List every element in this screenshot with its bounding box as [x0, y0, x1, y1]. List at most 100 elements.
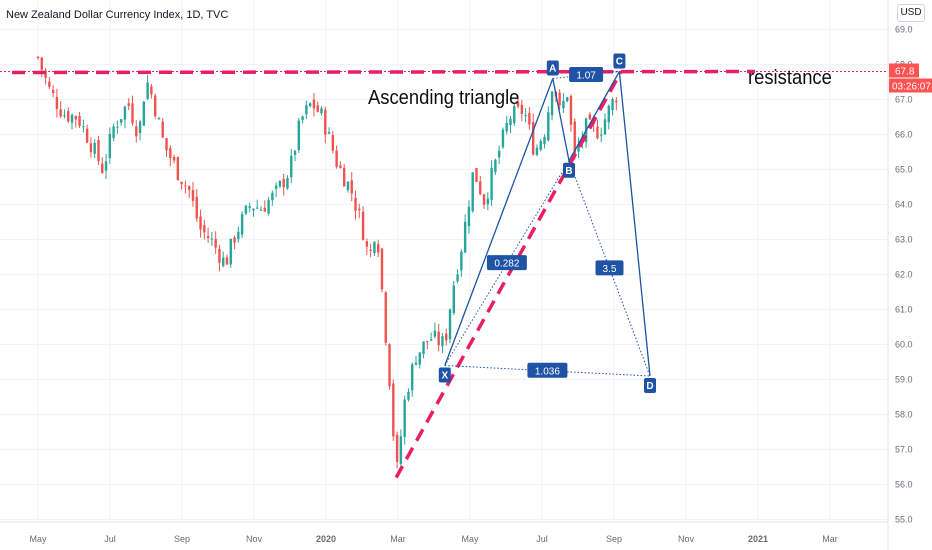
- candle-body: [418, 352, 421, 365]
- candle-body: [274, 185, 278, 189]
- candle-body: [131, 103, 134, 124]
- candle-body: [471, 172, 474, 212]
- ratio-label: 0.282: [494, 259, 519, 270]
- candle-body: [206, 236, 210, 239]
- candle-body: [308, 103, 312, 107]
- candle-body: [611, 99, 614, 111]
- y-tick-label: 63.0: [895, 235, 913, 245]
- candle-body: [293, 150, 297, 155]
- candle-body: [516, 101, 520, 107]
- candle-body: [399, 436, 403, 465]
- candle-body: [445, 333, 448, 341]
- candle-body: [172, 156, 176, 161]
- x-tick-label: 2021: [748, 534, 768, 544]
- candle-body: [191, 189, 195, 201]
- candle-body: [543, 136, 546, 145]
- candle-body: [180, 181, 183, 185]
- point-label: A: [549, 64, 556, 75]
- candle-body: [67, 111, 70, 122]
- candle-body: [89, 143, 93, 153]
- candle-body: [452, 285, 455, 314]
- candle-body: [358, 208, 361, 211]
- candle-body: [377, 244, 380, 253]
- time-axis-labels: May Jul Sep Nov 2020 Mar May Jul Sep Nov 2021 Mar: [29, 534, 837, 544]
- point-label: C: [616, 57, 623, 68]
- point-badge: [546, 60, 559, 76]
- candle-body: [475, 167, 478, 182]
- candle-body: [354, 197, 357, 211]
- candle-body: [411, 364, 414, 391]
- candle-body: [467, 206, 471, 227]
- candle-body: [63, 115, 66, 117]
- candle-body: [331, 134, 335, 151]
- ratio-badge: [595, 260, 624, 276]
- y-tick-label: 58.0: [895, 410, 913, 420]
- candle-body: [346, 181, 350, 190]
- candle-body: [210, 238, 214, 240]
- ratio-label: 1.036: [535, 366, 560, 377]
- candle-body: [184, 185, 187, 187]
- point-label: X: [441, 371, 448, 382]
- candle-body: [51, 89, 55, 94]
- candle-body: [463, 221, 467, 253]
- candle-body: [566, 97, 569, 102]
- candle-body: [588, 114, 592, 120]
- candle-body: [539, 141, 542, 150]
- candle-body: [104, 161, 108, 171]
- candle-body: [286, 178, 289, 189]
- candle-body: [169, 148, 172, 159]
- point-label: D: [646, 381, 653, 392]
- candle-body: [422, 341, 425, 354]
- candle-body: [48, 81, 51, 87]
- candle-body: [161, 121, 164, 138]
- candle-body: [603, 119, 607, 135]
- candle-body: [558, 92, 561, 106]
- candle-body: [78, 116, 81, 126]
- x-tick-label: Sep: [606, 534, 622, 544]
- candle-body: [214, 238, 217, 248]
- point-badge: [563, 162, 575, 178]
- candle-body: [441, 336, 444, 347]
- candle-body: [93, 143, 96, 154]
- candle-body: [482, 194, 486, 205]
- candle-body: [135, 126, 138, 137]
- candle-body: [361, 211, 365, 241]
- candle-body: [85, 128, 89, 143]
- y-tick-label: 60.0: [895, 340, 913, 350]
- candle-body: [486, 198, 490, 205]
- axes: [0, 0, 889, 550]
- candle-body: [271, 192, 274, 201]
- candle-body: [259, 209, 263, 211]
- y-tick-label: 66.0: [895, 130, 913, 140]
- candle-body: [256, 207, 259, 209]
- candle-body: [479, 181, 482, 195]
- x-tick-label: Mar: [390, 534, 406, 544]
- candle-body: [59, 109, 62, 117]
- countdown-value: 03:26:07: [892, 82, 931, 93]
- x-tick-label: 2020: [316, 534, 336, 544]
- candle-body: [520, 104, 524, 115]
- candle-body: [596, 126, 599, 139]
- ratio-label: 3.5: [603, 264, 617, 275]
- candle-body: [233, 237, 236, 243]
- current-price-value: 67.8: [895, 67, 915, 78]
- candle-body: [55, 96, 59, 110]
- candle-body: [195, 196, 198, 219]
- candle-body: [513, 106, 516, 124]
- candle-body: [188, 186, 191, 190]
- candle-body: [244, 205, 248, 214]
- candle-body: [429, 339, 433, 341]
- x-tick-label: Nov: [678, 534, 695, 544]
- candle-body: [324, 109, 327, 135]
- candle-body: [157, 118, 161, 120]
- currency-button[interactable]: USD: [897, 4, 925, 22]
- candle-body: [494, 159, 497, 173]
- candle-body: [403, 399, 406, 437]
- y-tick-label: 62.0: [895, 270, 913, 280]
- candle-body: [248, 206, 251, 208]
- y-tick-label: 59.0: [895, 375, 913, 385]
- pattern-leg: [618, 71, 651, 377]
- candle-body: [138, 121, 142, 134]
- candle-body: [414, 362, 418, 365]
